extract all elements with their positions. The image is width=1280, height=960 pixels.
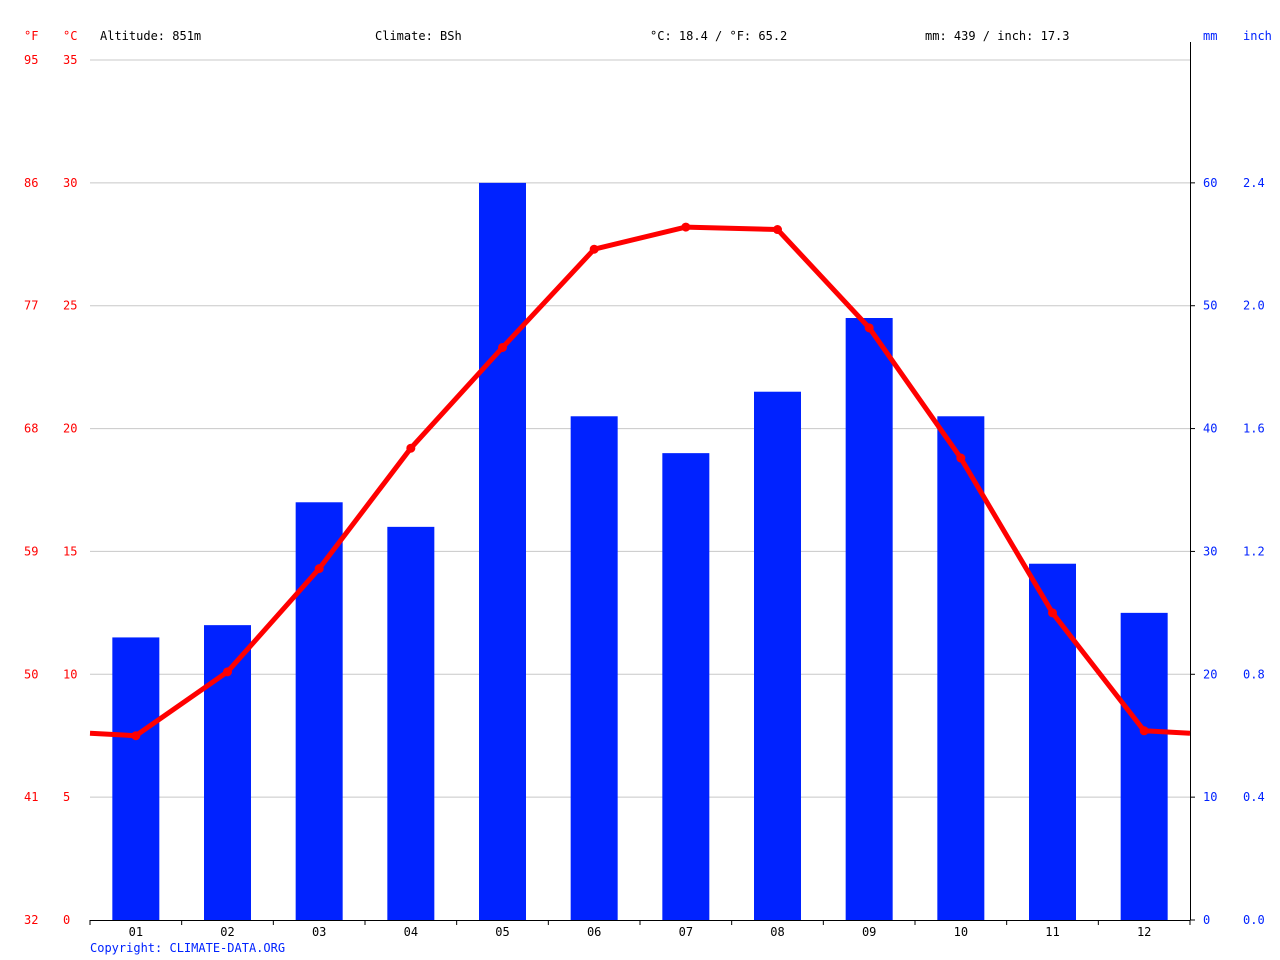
precipitation-bar — [570, 416, 618, 920]
inch-tick-label: 0.8 — [1243, 667, 1265, 681]
tick-labels: 32 0 41 5 50 10 59 15 68 20 77 25 86 30 95 35 0 0.0 10 0.4 2… — [24, 53, 1265, 939]
temperature-point — [314, 564, 324, 574]
temperature-point — [223, 667, 232, 677]
mm-tick-label: 10 — [1203, 790, 1217, 804]
mm-tick-label: 50 — [1203, 299, 1217, 313]
fahrenheit-unit-label: °F — [24, 29, 38, 43]
axes — [89, 42, 1195, 925]
celsius-tick-label: 0 — [63, 913, 70, 927]
temperature-point — [498, 342, 507, 352]
celsius-tick-label: 25 — [63, 299, 77, 313]
climate-label: Climate: BSh — [375, 29, 462, 43]
mm-tick-label: 30 — [1203, 544, 1217, 558]
celsius-tick-label: 20 — [63, 422, 77, 436]
celsius-tick-label: 30 — [63, 176, 77, 190]
fahrenheit-tick-label: 50 — [24, 667, 38, 681]
month-tick-label: 04 — [404, 925, 418, 939]
fahrenheit-tick-label: 68 — [24, 422, 38, 436]
celsius-tick-label: 15 — [63, 544, 77, 558]
total-precipitation-label: mm: 439 / inch: 17.3 — [925, 29, 1070, 43]
fahrenheit-tick-label: 41 — [24, 790, 38, 804]
fahrenheit-tick-label: 77 — [24, 299, 38, 313]
month-tick-label: 12 — [1137, 925, 1151, 939]
mm-tick-label: 40 — [1203, 422, 1217, 436]
mm-tick-label: 0 — [1203, 913, 1210, 927]
temperature-point — [131, 731, 141, 741]
month-tick-label: 06 — [587, 925, 601, 939]
temperature-point — [773, 225, 782, 235]
precipitation-bar — [754, 391, 801, 920]
temperature-point — [1139, 726, 1149, 736]
precipitation-bar — [662, 453, 710, 920]
gridlines — [90, 59, 1190, 798]
inch-tick-label: 1.6 — [1243, 422, 1265, 436]
temperature-point — [406, 443, 416, 453]
fahrenheit-tick-label: 59 — [24, 544, 38, 558]
precipitation-bar — [112, 637, 160, 920]
celsius-tick-label: 10 — [63, 667, 77, 681]
month-tick-label: 03 — [312, 925, 326, 939]
inch-tick-label: 0.4 — [1243, 790, 1265, 804]
temperature-series-line — [89, 224, 1191, 739]
temperature-line — [89, 222, 1191, 741]
altitude-label: Altitude: 851m — [100, 29, 201, 43]
temperature-point — [589, 244, 599, 254]
precipitation-bar — [1029, 563, 1076, 920]
temperature-point — [681, 222, 691, 232]
celsius-unit-label: °C — [63, 29, 77, 43]
month-tick-label: 05 — [495, 925, 509, 939]
mm-tick-label: 60 — [1203, 176, 1217, 190]
precipitation-bar — [937, 416, 985, 920]
inch-unit-label: inch — [1243, 29, 1272, 43]
copyright-text: Copyright: CLIMATE-DATA.ORG — [90, 941, 285, 955]
fahrenheit-tick-label: 32 — [24, 913, 38, 927]
month-tick-label: 02 — [220, 925, 234, 939]
month-tick-label: 11 — [1045, 925, 1059, 939]
fahrenheit-tick-label: 95 — [24, 53, 38, 67]
celsius-tick-label: 35 — [63, 53, 77, 67]
mm-tick-label: 20 — [1203, 667, 1217, 681]
inch-tick-label: 0.0 — [1243, 913, 1265, 927]
inch-tick-label: 2.4 — [1243, 176, 1265, 190]
temperature-point — [864, 323, 874, 333]
precipitation-bar — [1120, 612, 1168, 920]
mm-unit-label: mm — [1203, 29, 1217, 43]
month-tick-label: 09 — [862, 925, 876, 939]
fahrenheit-tick-label: 86 — [24, 176, 38, 190]
inch-tick-label: 1.2 — [1243, 544, 1265, 558]
temperature-point — [956, 453, 966, 463]
month-tick-label: 07 — [679, 925, 693, 939]
average-temperature-label: °C: 18.4 / °F: 65.2 — [650, 29, 787, 43]
inch-tick-label: 2.0 — [1243, 299, 1265, 313]
celsius-tick-label: 5 — [63, 790, 70, 804]
precipitation-bar — [479, 182, 526, 920]
month-tick-label: 01 — [129, 925, 143, 939]
temperature-point — [1048, 608, 1057, 618]
month-tick-label: 08 — [770, 925, 784, 939]
precipitation-bar — [387, 526, 435, 920]
month-tick-label: 10 — [954, 925, 968, 939]
precipitation-bar — [845, 318, 893, 920]
